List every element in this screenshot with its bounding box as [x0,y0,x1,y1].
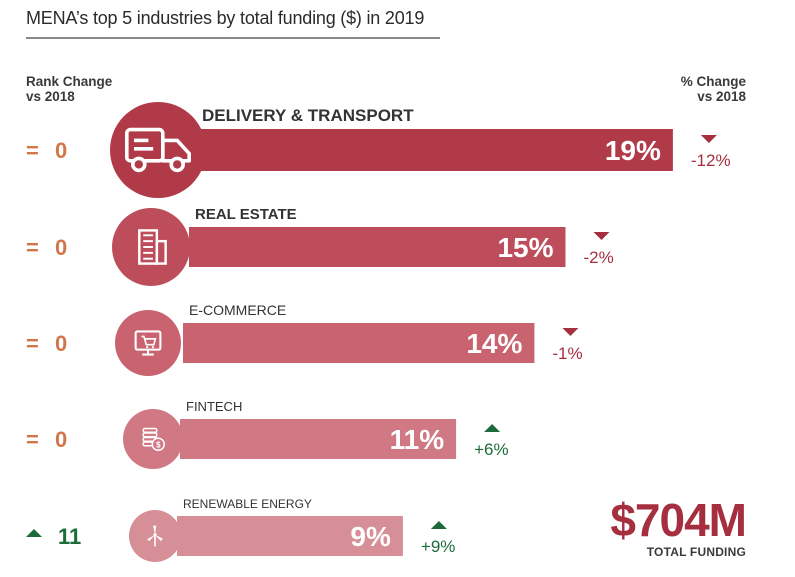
rank-change-label-1: 0 [55,138,67,163]
rank-change-label-2: 0 [55,235,67,260]
category-label-2: REAL ESTATE [195,206,297,223]
total-funding-value: $704M [610,494,747,546]
bar-row-3: E-COMMERCE 14% -1% = 0 [26,302,583,376]
bar-row-4: $ FINTECH 11% +6% = 0 [26,399,509,469]
rank-change-label-5: 11 [58,524,81,549]
category-label-5: RENEWABLE ENERGY [183,497,312,511]
change-arrow-4 [484,424,501,432]
change-label-3: -1% [552,344,582,363]
bar-row-2: REAL ESTATE 15% -2% = 0 [26,206,614,286]
bar-4 [180,419,457,459]
value-label-2: 15% [497,232,553,263]
change-label-1: -12% [691,151,731,170]
change-arrow-5 [430,521,447,529]
icon-circle-3 [115,310,181,376]
bar-row-1: DELIVERY & TRANSPORT 19% -12% = 0 [26,102,731,198]
bar-2 [189,227,566,267]
value-label-5: 9% [350,521,391,552]
bar-5 [177,516,403,556]
icon-circle-1 [110,102,206,198]
total-funding-label: TOTAL FUNDING [646,545,746,559]
bar-1 [196,129,673,171]
bar-row-5: RENEWABLE ENERGY 9% +9% 11 [26,497,455,562]
category-label-1: DELIVERY & TRANSPORT [202,106,414,125]
delivery-truck-icon [124,127,192,173]
change-label-5: +9% [421,537,456,556]
rank-change-header-line2: vs 2018 [26,89,75,104]
category-label-3: E-COMMERCE [189,302,286,318]
rank-equal-icon-2: = [26,235,39,260]
value-label-3: 14% [466,328,522,359]
chart-title: MENA’s top 5 industries by total funding… [26,8,425,28]
rank-change-header: Rank Change vs 2018 [26,74,112,104]
title-underline [26,37,440,39]
svg-text:$: $ [156,440,161,449]
building-icon [138,229,167,265]
coin-stack-icon: $ [142,427,165,451]
bar-3 [183,323,535,363]
rank-change-label-3: 0 [55,331,67,356]
rank-change-label-4: 0 [55,427,67,452]
rank-up-arrow-5 [26,529,42,537]
value-label-1: 19% [605,135,661,166]
rank-equal-icon-4: = [26,427,39,452]
value-label-4: 11% [390,424,445,455]
change-label-4: +6% [474,440,509,459]
change-arrow-1 [700,135,717,143]
rank-equal-icon-1: = [26,138,39,163]
shopping-cart-monitor-icon [134,330,162,356]
wind-turbine-icon [147,525,163,547]
icon-circle-4 [123,409,183,469]
rank-change-header-line1: Rank Change [26,74,113,89]
rank-equal-icon-3: = [26,331,39,356]
change-label-2: -2% [584,248,614,267]
percent-change-header-line1: % Change [680,74,746,89]
category-label-4: FINTECH [186,399,242,414]
percent-change-header: % Change vs 2018 [681,74,746,104]
change-arrow-2 [593,232,610,240]
change-arrow-3 [562,328,579,336]
percent-change-header-line2: vs 2018 [697,89,746,104]
